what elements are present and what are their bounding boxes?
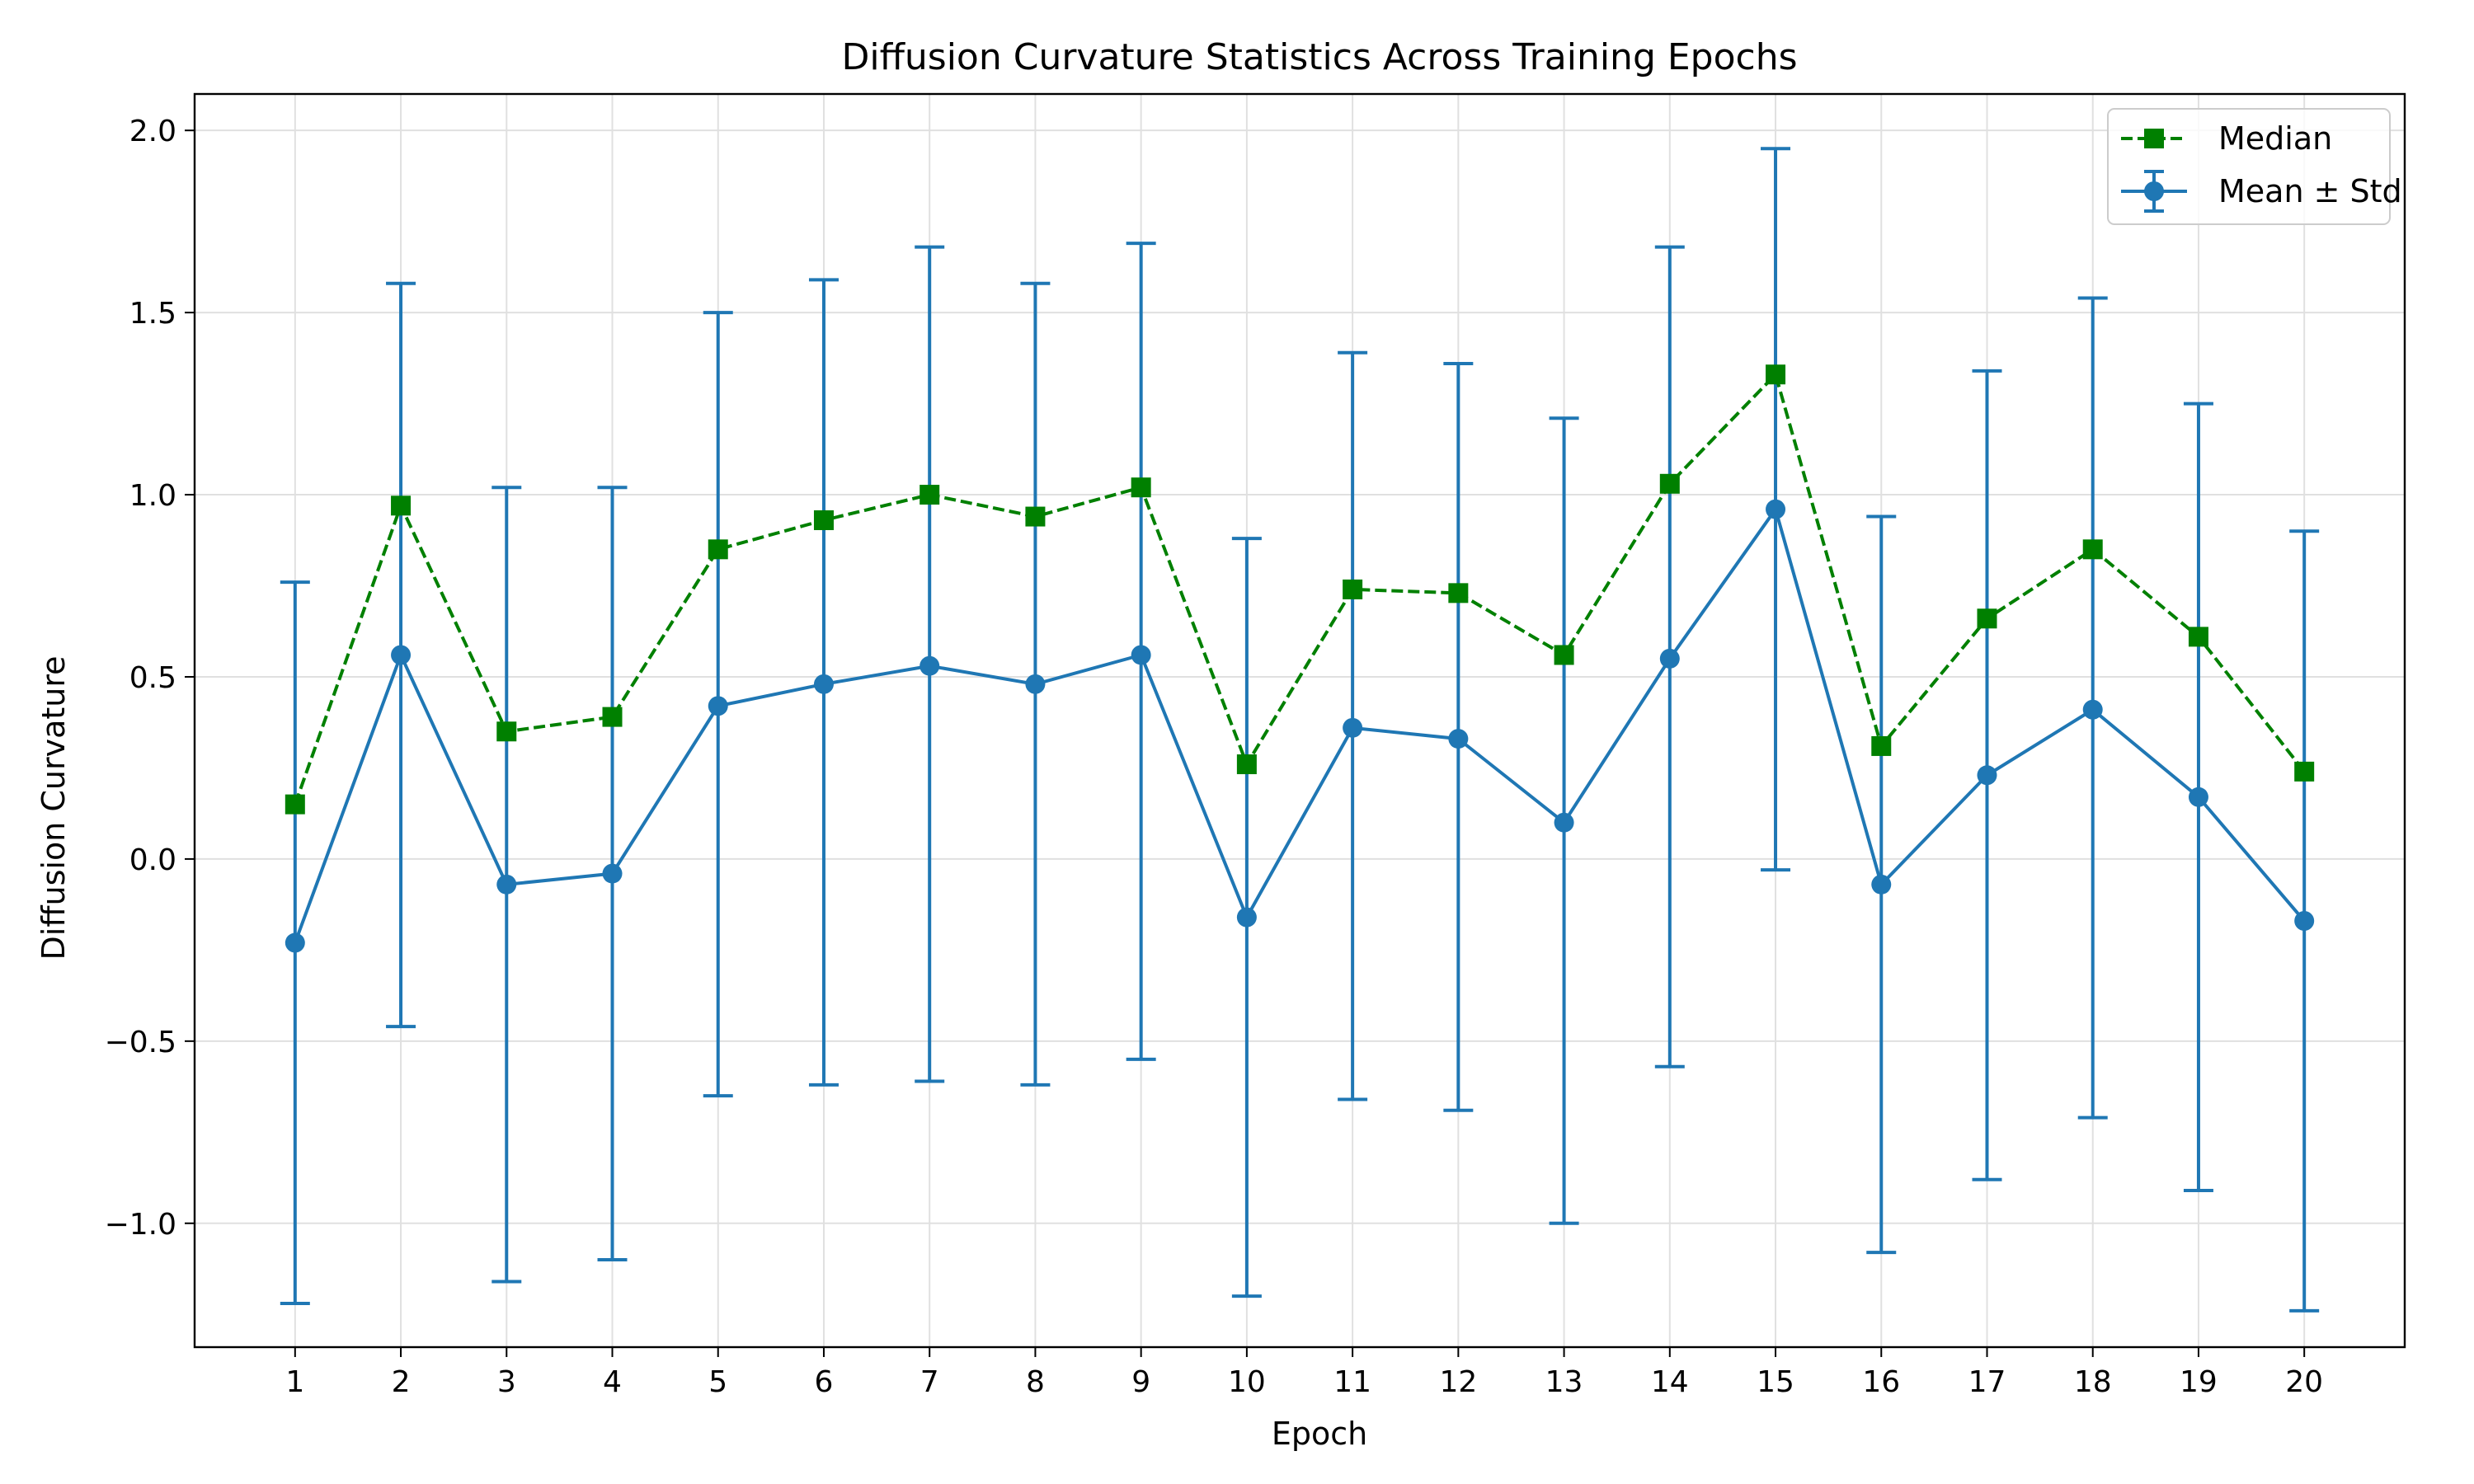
x-tick-label: 15 — [1757, 1365, 1794, 1399]
median-series-line — [293, 371, 2306, 805]
median-point — [1871, 735, 1892, 756]
x-tick-label: 17 — [1968, 1365, 2006, 1399]
plot-frame — [193, 92, 2406, 1349]
legend: Median Mean ± Std — [2107, 108, 2402, 225]
x-tick-label: 8 — [1026, 1365, 1045, 1399]
x-tick-label: 11 — [1333, 1365, 1371, 1399]
x-tick-label: 1 — [285, 1365, 304, 1399]
median-point — [2294, 761, 2315, 782]
x-tick-label: 6 — [815, 1365, 834, 1399]
x-tick-label: 4 — [603, 1365, 622, 1399]
x-tick-label: 16 — [1862, 1365, 1900, 1399]
mean-point — [1236, 907, 1257, 928]
x-tick-label: 13 — [1545, 1365, 1583, 1399]
x-axis-label: Epoch — [1272, 1416, 1367, 1452]
x-tick-label: 7 — [920, 1365, 939, 1399]
y-tick-label: −1.0 — [105, 1208, 176, 1242]
mean-point — [1977, 765, 1997, 786]
x-tick-label: 9 — [1131, 1365, 1150, 1399]
y-tick-label: 0.0 — [129, 843, 176, 877]
legend-entry-mean: Mean ± Std — [2121, 170, 2402, 213]
y-tick-label: 2.0 — [129, 115, 176, 148]
legend-mean-marker — [2144, 181, 2164, 201]
mean-point — [1343, 717, 1363, 738]
x-tick-label: 12 — [1439, 1365, 1477, 1399]
series-layer — [280, 147, 2320, 1313]
x-tick-label: 5 — [708, 1365, 727, 1399]
legend-mean-label: Mean ± Std — [2218, 173, 2402, 209]
median-point — [1236, 754, 1257, 775]
mean-point — [1871, 874, 1892, 895]
mean-point — [602, 863, 623, 884]
median-point — [708, 539, 728, 560]
mean-point — [1766, 499, 1786, 519]
mean-point — [1448, 729, 1469, 749]
median-point — [496, 721, 517, 742]
median-point — [1659, 473, 1680, 494]
mean-point — [1554, 812, 1574, 833]
x-tick-label: 19 — [2180, 1365, 2218, 1399]
mean-point — [2188, 787, 2208, 807]
median-point — [1977, 608, 1997, 629]
median-point — [602, 707, 623, 727]
mean-point — [813, 674, 834, 694]
y-tick-label: 1.5 — [129, 297, 176, 331]
mean-point — [496, 874, 517, 895]
y-axis-label: Diffusion Curvature — [35, 655, 72, 960]
mean-point — [391, 645, 412, 665]
mean-point — [1131, 645, 1151, 665]
median-point — [1343, 579, 1363, 599]
mean-point — [2082, 699, 2103, 720]
y-tick-label: −0.5 — [105, 1026, 176, 1059]
mean-point — [2294, 911, 2315, 932]
median-point — [285, 794, 305, 815]
mean-point — [1025, 674, 1046, 694]
median-point — [1025, 506, 1046, 527]
x-tick-label: 2 — [392, 1365, 411, 1399]
legend-median-label: Median — [2218, 120, 2332, 157]
mean-point — [920, 655, 940, 676]
mean-point — [285, 932, 305, 953]
chart-title: Diffusion Curvature Statistics Across Tr… — [841, 36, 1797, 78]
x-tick-label: 14 — [1651, 1365, 1689, 1399]
x-tick-label: 3 — [497, 1365, 516, 1399]
median-point — [391, 495, 412, 516]
mean-point — [1659, 648, 1680, 669]
median-point — [1448, 583, 1469, 603]
median-point — [920, 485, 940, 505]
y-tick-label: 0.5 — [129, 661, 176, 695]
median-point — [1766, 364, 1786, 385]
mean-series-line — [293, 505, 2306, 944]
x-tick-label: 20 — [2285, 1365, 2323, 1399]
x-tick-label: 18 — [2074, 1365, 2112, 1399]
mean-point — [708, 696, 728, 716]
median-point — [1554, 645, 1574, 665]
median-point — [1131, 477, 1151, 498]
median-point — [813, 510, 834, 530]
x-tick-label: 10 — [1228, 1365, 1266, 1399]
median-point — [2188, 627, 2208, 647]
ticks: 1 2 3 4 5 6 7 8 9 10 11 12 13 14 15 16 17 18 19 20−1.0−0.50… — [105, 115, 2324, 1399]
y-tick-label: 1.0 — [129, 479, 176, 513]
median-point — [2082, 539, 2103, 560]
legend-entry-median: Median — [2121, 120, 2332, 157]
legend-median-marker — [2144, 129, 2164, 148]
